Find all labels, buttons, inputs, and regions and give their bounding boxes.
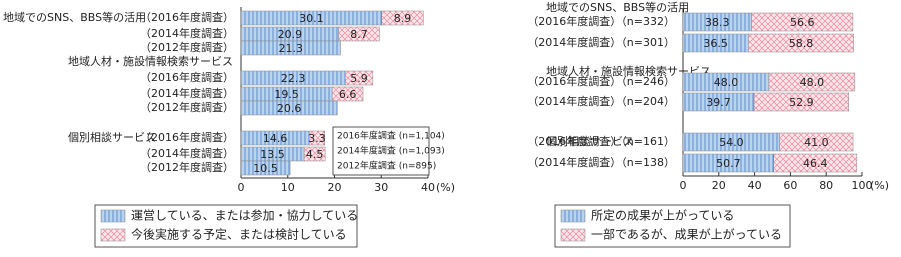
data-label: 3.3 [308,132,326,145]
data-label: 50.7 [716,157,741,170]
x-tick-label: 80 [819,179,833,192]
annotation: 2016年度調査 (n=1,104) [337,130,445,142]
row-label: （2014年度調査） [140,26,234,40]
legend-label: 所定の成果が上がっている [591,208,734,223]
x-tick-label: 20 [712,179,726,192]
bar-segment [331,86,364,102]
data-label: 8.7 [350,28,368,41]
data-label: 58.8 [789,37,814,50]
data-label: 30.1 [299,12,324,25]
group-label: 地域でのSNS、BBS等の活用 [3,10,146,24]
x-tick-label: 10 [281,181,295,194]
bar-segment [381,10,424,26]
data-label: 22.3 [281,72,306,85]
data-label: 46.4 [803,157,828,170]
row-label: （2014年度調査） [140,146,234,160]
group-label: 地域でのSNS、BBS等の活用 [546,0,689,14]
data-label: 20.6 [277,102,302,115]
bar-segment [338,26,380,42]
x-tick-label: 20 [328,181,342,194]
bar-segment [309,130,325,146]
data-label: 5.9 [350,72,368,85]
bar-segment [345,70,374,86]
x-tick-label: 30 [374,181,388,194]
bar-segment [748,33,854,53]
bar-segment [773,153,858,173]
data-label: 21.3 [279,42,304,55]
legend-label: 今後実施する予定、または検討している [131,227,347,242]
data-label: 4.5 [306,148,324,161]
row-label: （2014年度調査）（n=204） [527,94,675,108]
legend-swatch [560,209,586,223]
annotation-box [332,126,430,176]
legend-box [94,204,358,248]
legend-swatch [100,209,126,223]
annotation: 2012年度調査 (n=895) [337,160,436,172]
data-label: 41.0 [804,136,829,149]
data-label: 38.3 [705,16,730,29]
row-label: （2014年度調査） [140,86,234,100]
row-label: （2016年度調査）（n=332） [527,14,675,28]
x-unit: (%) [436,181,455,194]
bar-segment [240,160,291,176]
legend-label: 一部であるが、成果が上がっている [591,227,782,242]
group-label: 個別相談サービス [546,134,634,148]
x-unit: (%) [870,179,889,192]
data-label: 52.9 [789,96,814,109]
data-label: 48.0 [714,76,739,89]
annotation: 2014年度調査 (n=1,093) [337,145,445,157]
row-label: （2016年度調査） [140,70,234,84]
data-label: 19.5 [274,88,299,101]
data-label: 10.5 [253,162,278,175]
bar-segment [751,12,854,32]
group-label: 地域人材・施設情報検索サービス [68,54,233,68]
bar-segment [753,92,850,112]
bar-segment [303,146,326,162]
data-label: 48.0 [800,76,825,89]
bar-segment [768,72,856,92]
legend-label: 運営している、または参加・協力している [131,208,358,223]
x-tick-label: 0 [680,179,687,192]
data-label: 6.6 [339,88,357,101]
x-tick-label: 60 [783,179,797,192]
x-tick-label: 100 [852,179,873,192]
row-label: （2014年度調査）（n=301） [527,35,675,49]
data-label: 54.0 [719,136,744,149]
data-label: 14.6 [263,132,288,145]
row-label: （2014年度調査）（n=138） [527,155,675,169]
data-label: 13.5 [260,148,285,161]
legend-box [554,204,791,248]
x-tick-label: 40 [748,179,762,192]
row-label: （2012年度調査） [140,160,234,174]
group-label: 個別相談サービス [68,130,156,144]
data-label: 20.9 [278,28,303,41]
x-tick-label: 0 [238,181,245,194]
legend-swatch [100,228,126,242]
row-label: （2012年度調査） [140,100,234,114]
row-label: （2016年度調査）（n=161） [527,134,675,148]
row-label: （2012年度調査） [140,40,234,54]
data-label: 56.6 [790,16,815,29]
bar-segment [779,132,854,152]
legend-swatch [560,228,586,242]
data-label: 8.9 [394,12,412,25]
group-label: 地域人材・施設情報検索サービス [546,64,711,78]
bar-segment [240,40,341,56]
row-label: （2016年度調査） [140,130,234,144]
data-label: 36.5 [703,37,728,50]
x-tick-label: 40 [421,181,435,194]
row-label: （2016年度調査）（n=246） [527,74,675,88]
data-label: 39.7 [706,96,731,109]
row-label: （2016年度調査） [140,10,234,24]
bar-segment [240,100,338,116]
